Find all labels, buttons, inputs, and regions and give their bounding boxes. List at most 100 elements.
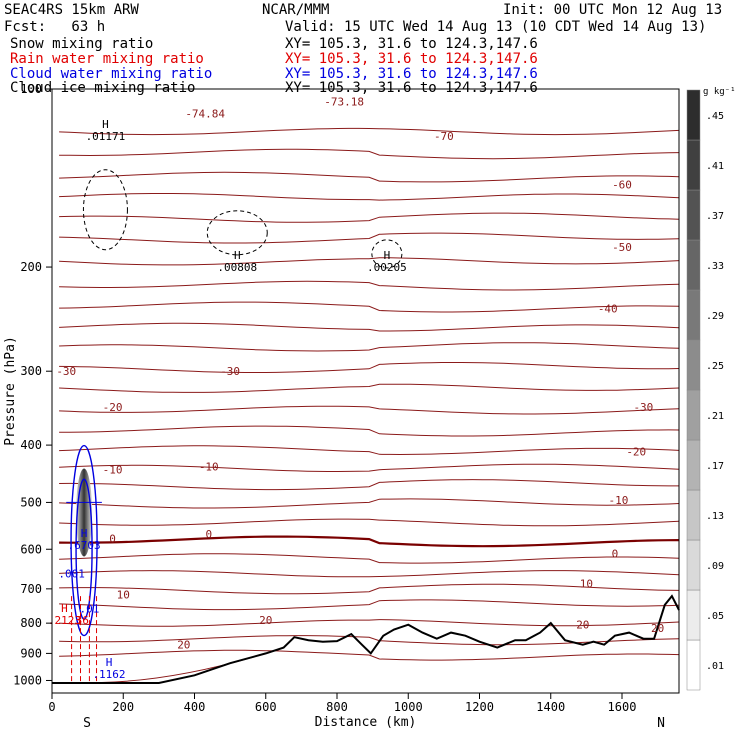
isotherm-label: -20 (626, 445, 646, 458)
field-rain-xy: XY= 105.3, 31.6 to 124.3,147.6 (285, 51, 538, 67)
forecast-hour: Fcst: 63 h (4, 19, 106, 35)
colorbar-swatch (686, 239, 701, 291)
isotherm-line (59, 463, 680, 472)
isotherm-label: 10 (117, 588, 130, 601)
isotherm-lines (59, 127, 680, 661)
x-tick-label: 1400 (536, 700, 565, 714)
colorbar-swatch (686, 339, 701, 391)
isotherm-label: 20 (576, 619, 589, 632)
colorbar-label: .33 (706, 261, 724, 272)
cloud-water-contour (70, 444, 98, 637)
isotherm-label: -50 (612, 241, 632, 254)
field-snow-xy: XY= 105.3, 31.6 to 124.3,147.6 (285, 36, 538, 52)
maximum-value: .6703 (68, 539, 101, 552)
x-tick-label: 1600 (608, 700, 637, 714)
isotherm-line (59, 257, 680, 266)
y-tick-label: 200 (20, 260, 42, 274)
isotherm-line (59, 425, 680, 437)
cloud-ice-contour (371, 239, 403, 269)
south-end-label: S (83, 716, 91, 731)
isotherm-label: -70 (434, 130, 454, 143)
isotherm-label: -30 (633, 401, 653, 414)
maximum-value: .1162 (92, 668, 125, 681)
y-tick-label: 700 (20, 582, 42, 596)
x-tick-label: 1200 (465, 700, 494, 714)
x-tick-label: 1000 (394, 700, 423, 714)
init-time: Init: 00 UTC Mon 12 Aug 13 (503, 2, 723, 18)
x-tick-label: 0 (48, 700, 55, 714)
isotherm-line (59, 193, 680, 201)
colorbar-label: .09 (706, 561, 724, 572)
isotherm-line (59, 518, 680, 527)
isotherm-label: -30 (220, 365, 240, 378)
isotherm-label: -30 (56, 365, 76, 378)
isotherm-line (59, 479, 679, 491)
isotherm-label: 10 (580, 577, 593, 590)
isotherm-line (59, 322, 680, 332)
colorbar-swatch (686, 539, 701, 591)
isotherm-line (59, 570, 680, 578)
y-tick-label: 500 (20, 495, 42, 509)
field-rain-name: Rain water mixing ratio (10, 51, 204, 67)
field-cloudwater-xy: XY= 105.3, 31.6 to 124.3,147.6 (285, 66, 538, 82)
isotherm-line (59, 212, 680, 223)
y-tick-label: 100 (20, 82, 42, 96)
isotherm-label: 20 (177, 639, 190, 652)
colorbar-label: .05 (706, 611, 724, 622)
plot-frame (51, 88, 680, 694)
cloud-ice-contour (206, 210, 268, 256)
field-cloudice-xy: XY= 105.3, 31.6 to 124.3,147.6 (285, 80, 538, 96)
valid-time: Valid: 15 UTC Wed 14 Aug 13 (10 CDT Wed … (285, 19, 707, 35)
colorbar-label: .25 (706, 361, 724, 372)
isotherm-line (59, 171, 680, 183)
isotherm-label: -73.18 (324, 96, 364, 109)
isotherm-line (59, 445, 680, 456)
colorbar-swatch (686, 139, 701, 191)
isotherm-line (59, 498, 680, 509)
isotherm-line (59, 619, 680, 627)
colorbar-swatch (686, 289, 701, 341)
colorbar-swatch (686, 489, 701, 541)
field-cloudice-name: Cloud ice mixing ratio (10, 80, 196, 96)
isotherm-label: 0 (205, 528, 212, 541)
colorbar-label: .01 (706, 661, 724, 672)
isotherm-label: -60 (612, 178, 632, 191)
colorbar-label: .45 (706, 111, 724, 122)
isotherm-label: -10 (103, 464, 123, 477)
x-tick-label: 200 (112, 700, 134, 714)
y-tick-label: 1000 (13, 673, 42, 687)
maximum-marker: H (61, 602, 68, 615)
isotherm-line (59, 280, 680, 291)
isotherm-label: 0 (109, 532, 116, 545)
isotherm-label: -40 (598, 302, 618, 315)
cloud-water-contour (75, 478, 93, 620)
y-tick-label: 800 (20, 616, 42, 630)
colorbar-label: .21 (706, 411, 724, 422)
y-tick-label: 400 (20, 438, 42, 452)
maximum-value: .2123 (48, 614, 81, 627)
colorbar-label: .13 (706, 511, 724, 522)
colorbar-swatch (686, 639, 701, 691)
isotherm-line (59, 301, 680, 313)
colorbar-swatch (686, 89, 701, 141)
maximum-marker: H (81, 527, 88, 540)
x-tick-label: 400 (184, 700, 206, 714)
maximum-value: 36 (76, 614, 89, 627)
colorbar-label: .17 (706, 461, 724, 472)
y-axis-label: Pressure (hPa) (3, 336, 18, 446)
colorbar-swatch (686, 439, 701, 491)
contour-labels: -74.84 -73.18 -70 -60 -50 -40 -30 -30 -30 -20 -20 -… (48, 96, 664, 681)
maximum-value: .001 (58, 568, 85, 581)
isotherm-line (59, 535, 680, 548)
colorbar: .01 .05 .09 .13 .17 .21 .25 .29 .33 .37 .41 .45 g kg… (686, 87, 736, 691)
maximum-marker: H (102, 118, 109, 131)
maximum-value: .01 (79, 602, 99, 615)
maximum-marker: H (106, 656, 113, 669)
isotherm-line (59, 583, 680, 595)
isotherm-line (59, 383, 680, 393)
isotherm-label: -20 (103, 401, 123, 414)
maximum-value: .01171 (86, 130, 126, 143)
isotherm-line (59, 553, 680, 564)
